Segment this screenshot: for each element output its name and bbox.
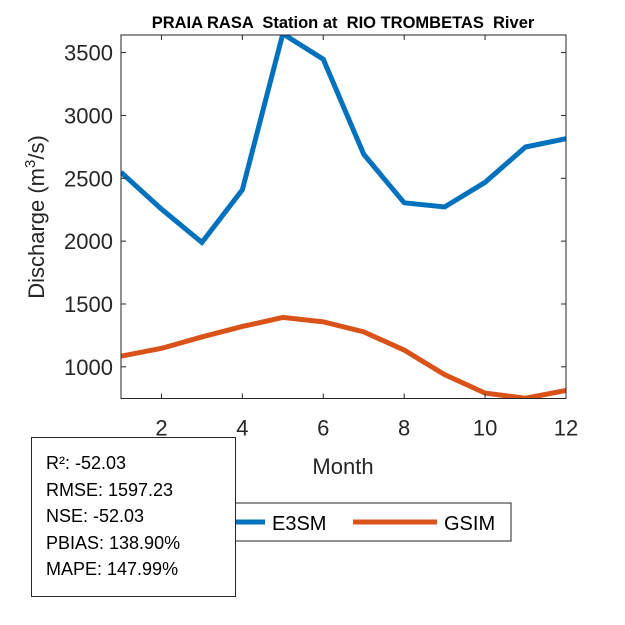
x-tick-label-10: 10 [473,416,497,441]
y-tick-label-3500: 3500 [64,41,113,66]
x-tick-label-8: 8 [398,416,410,441]
axes: 2 4 6 8 10 12 1000 1500 2000 2500 3000 3500 [64,34,578,441]
x-axis-label: Month [312,454,373,479]
y-tick-label-3000: 3000 [64,103,113,128]
series-line-e3sm [121,35,566,246]
y-axis-label-superscript: 3 [22,160,39,168]
y-axis-label-suffix: /s) [24,135,49,159]
x-tick-label-12: 12 [554,416,578,441]
stat-pbias: PBIAS: 138.90% [46,532,181,553]
plot-area [121,35,566,399]
stat-mape: MAPE: 147.99% [46,559,179,579]
axes-box [120,34,567,399]
stat-r2: R²: -52.03 [46,453,127,473]
legend-label-gsim: GSIM [444,513,495,535]
x-tick-label-2: 2 [155,416,167,441]
legend: E3SM GSIM [199,502,512,542]
y-axis-label-prefix: Discharge (m [24,168,49,299]
y-tick-label-1000: 1000 [64,355,113,380]
plot-background [121,35,566,399]
y-tick-label-2000: 2000 [64,229,113,254]
chart-title: PRAIA RASA Station at RIO TROMBETAS Rive… [152,14,535,32]
y-tick-label-2500: 2500 [64,166,113,191]
legend-label-e3sm: E3SM [272,513,326,535]
stat-nse: NSE: -52.03 [46,506,145,526]
x-tick-label-4: 4 [236,416,248,441]
stats-box: R²: -52.03 RMSE: 1597.23 NSE: -52.03 PBI… [31,437,236,597]
y-tick-label-1500: 1500 [64,292,113,317]
x-tick-label-6: 6 [317,416,329,441]
series-line-gsim [121,314,566,399]
stat-rmse: RMSE: 1597.23 [46,479,174,500]
y-axis-label: Discharge (m3/s) [22,135,49,299]
